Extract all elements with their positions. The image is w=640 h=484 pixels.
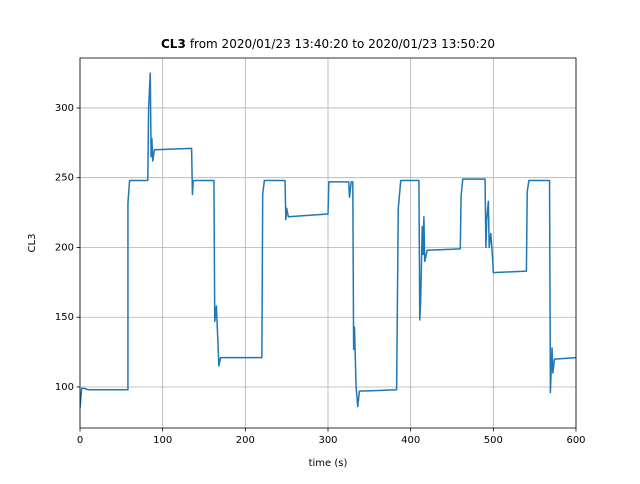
x-axis-label: time (s) <box>309 458 348 469</box>
y-tick-label: 100 <box>55 382 74 393</box>
y-tick-label: 300 <box>55 103 74 114</box>
y-axis-label: CL3 <box>27 234 38 253</box>
x-tick-label: 500 <box>484 435 503 446</box>
plot-frame <box>79 57 577 429</box>
x-tick-label: 0 <box>77 435 83 446</box>
data-line <box>80 72 576 408</box>
y-tick-label: 150 <box>55 312 74 323</box>
x-tick-label: 100 <box>153 435 172 446</box>
chart-title: CL3 from 2020/01/23 13:40:20 to 2020/01/2… <box>161 37 495 51</box>
x-tick-label: 300 <box>318 435 337 446</box>
x-tick-label: 200 <box>236 435 255 446</box>
title-bold: CL3 <box>161 37 186 51</box>
x-tick-label: 400 <box>401 435 420 446</box>
y-tick-label: 250 <box>55 173 74 184</box>
y-tick-label: 200 <box>55 242 74 253</box>
x-tick-label: 600 <box>566 435 585 446</box>
title-rest: from 2020/01/23 13:40:20 to 2020/01/23 1… <box>190 37 495 51</box>
